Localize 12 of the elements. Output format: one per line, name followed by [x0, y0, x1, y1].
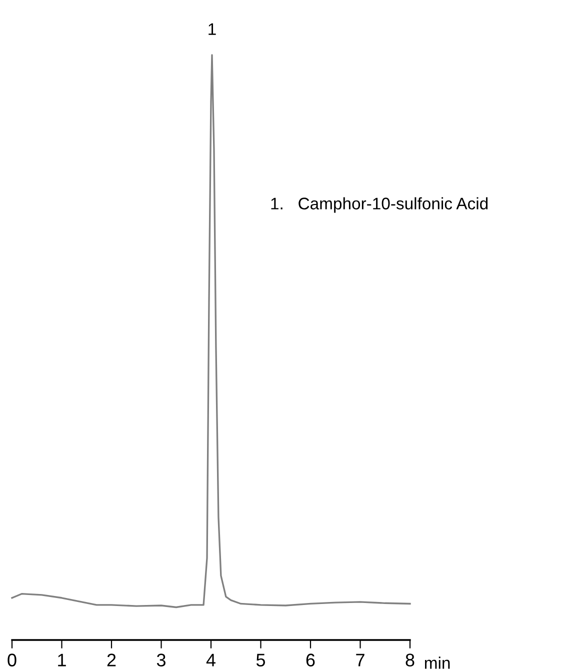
x-tick-label: 2	[107, 654, 116, 666]
x-tick-label: 1	[58, 654, 66, 666]
x-axis-title: min	[424, 656, 450, 669]
x-tick-label: 6	[306, 654, 315, 666]
annotation: 1. Camphor-10-sulfonic Acid	[271, 197, 488, 213]
x-tick-label: 8	[406, 654, 414, 666]
x-tick-label: 4	[206, 654, 216, 666]
annotation: 1	[208, 23, 216, 35]
x-tick-label: 7	[356, 654, 364, 666]
x-tick-label: 3	[156, 654, 166, 666]
x-tick-label: 0	[8, 654, 16, 666]
x-tick-label: 5	[256, 654, 266, 666]
